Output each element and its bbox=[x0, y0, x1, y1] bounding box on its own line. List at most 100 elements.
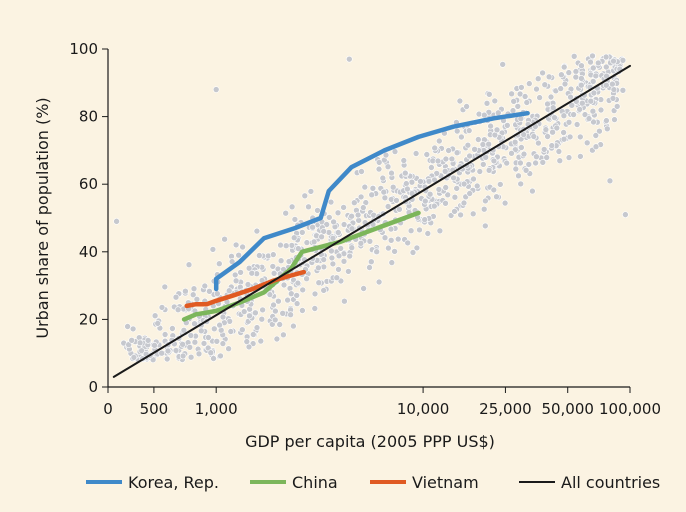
scatter-point bbox=[560, 129, 567, 136]
scatter-point bbox=[514, 103, 522, 110]
scatter-point bbox=[380, 188, 388, 196]
scatter-point bbox=[366, 238, 374, 245]
scatter-point bbox=[589, 107, 597, 115]
scatter-point bbox=[191, 320, 198, 328]
scatter-point bbox=[294, 279, 302, 287]
scatter-point bbox=[521, 93, 529, 100]
scatter-point bbox=[190, 285, 198, 293]
scatter-point bbox=[568, 102, 576, 109]
scatter-point bbox=[510, 98, 518, 105]
scatter-point bbox=[402, 180, 410, 187]
scatter-point bbox=[523, 99, 531, 106]
scatter-point bbox=[195, 350, 203, 358]
x-tick-label: 0 bbox=[103, 400, 113, 418]
legend-swatch-all-countries bbox=[519, 481, 555, 483]
scatter-point bbox=[358, 168, 365, 175]
scatter-point bbox=[201, 282, 209, 290]
legend-item-all-countries: All countries bbox=[519, 466, 660, 498]
scatter-point bbox=[558, 71, 565, 78]
y-tick-label: 60 bbox=[79, 175, 98, 193]
scatter-point bbox=[294, 245, 302, 252]
scatter-point bbox=[557, 85, 565, 92]
scatter-point bbox=[213, 337, 221, 345]
scatter-point bbox=[479, 161, 487, 168]
scatter-point bbox=[129, 325, 137, 333]
scatter-point bbox=[239, 243, 246, 251]
scatter-point bbox=[592, 72, 600, 80]
scatter-point bbox=[341, 297, 348, 305]
scatter-point bbox=[458, 133, 465, 141]
scatter-point bbox=[596, 127, 603, 135]
scatter-point bbox=[290, 234, 298, 241]
scatter-point bbox=[334, 229, 342, 236]
scatter-point bbox=[404, 185, 411, 193]
scatter-point bbox=[209, 246, 217, 253]
scatter-point bbox=[381, 194, 389, 202]
scatter-point bbox=[235, 251, 242, 259]
scatter-point bbox=[581, 111, 589, 118]
scatter-point bbox=[585, 115, 593, 122]
scatter-point bbox=[545, 73, 553, 81]
scatter-point bbox=[576, 133, 584, 141]
scatter-point bbox=[534, 75, 542, 82]
scatter-point bbox=[210, 355, 217, 362]
scatter-point bbox=[503, 159, 511, 167]
scatter-point bbox=[487, 122, 494, 130]
scatter-point bbox=[269, 263, 277, 270]
scatter-point bbox=[590, 89, 598, 97]
scatter-point bbox=[340, 221, 348, 228]
scatter-point bbox=[270, 301, 277, 309]
scatter-point bbox=[226, 317, 233, 325]
scatter-point bbox=[320, 287, 328, 294]
scatter-point bbox=[481, 222, 489, 230]
scatter-point bbox=[470, 175, 477, 183]
scatter-point bbox=[460, 199, 468, 207]
scatter-point bbox=[551, 114, 558, 121]
scatter-point bbox=[387, 237, 395, 244]
scatter-point bbox=[367, 258, 375, 266]
scatter-point bbox=[430, 202, 438, 210]
scatter-point bbox=[473, 182, 481, 190]
scatter-point bbox=[597, 106, 605, 114]
scatter-point bbox=[311, 305, 319, 312]
scatter-point bbox=[613, 103, 621, 110]
scatter-point bbox=[337, 245, 345, 252]
scatter-point bbox=[288, 242, 296, 249]
x-tick-label: 100,000 bbox=[599, 400, 661, 418]
scatter-point bbox=[589, 52, 596, 60]
scatter-point bbox=[572, 68, 580, 75]
scatter-point bbox=[606, 177, 614, 185]
y-tick-label: 40 bbox=[79, 243, 98, 261]
scatter-point bbox=[522, 167, 530, 174]
scatter-point bbox=[565, 69, 573, 76]
scatter-point bbox=[225, 287, 233, 295]
scatter-point bbox=[200, 340, 208, 347]
scatter-point bbox=[315, 279, 323, 287]
scatter-point bbox=[253, 227, 261, 235]
scatter-point bbox=[269, 251, 277, 258]
series-lines bbox=[112, 64, 631, 378]
scatter-point bbox=[172, 347, 180, 354]
scatter-point bbox=[485, 167, 493, 174]
scatter-point bbox=[187, 332, 195, 339]
scatter-point bbox=[219, 313, 227, 321]
scatter-point bbox=[556, 157, 564, 164]
scatter-point bbox=[471, 146, 478, 153]
scatter-point bbox=[227, 328, 235, 335]
scatter-point bbox=[425, 178, 433, 185]
scatter-point bbox=[577, 153, 584, 160]
scatter-point bbox=[485, 91, 493, 98]
scatter-point bbox=[252, 309, 259, 317]
scatter-point bbox=[355, 217, 363, 224]
scatter-point bbox=[560, 112, 568, 119]
scatter-point bbox=[482, 154, 490, 161]
scatter-point bbox=[560, 63, 568, 71]
scatter-point bbox=[423, 151, 431, 158]
scatter-point bbox=[491, 97, 499, 105]
legend-label-all-countries: All countries bbox=[561, 472, 661, 492]
scatter-point bbox=[387, 225, 395, 233]
scatter-point bbox=[309, 223, 316, 231]
scatter-point bbox=[417, 178, 424, 185]
scatter-point bbox=[493, 126, 501, 134]
scatter-point bbox=[407, 227, 415, 234]
